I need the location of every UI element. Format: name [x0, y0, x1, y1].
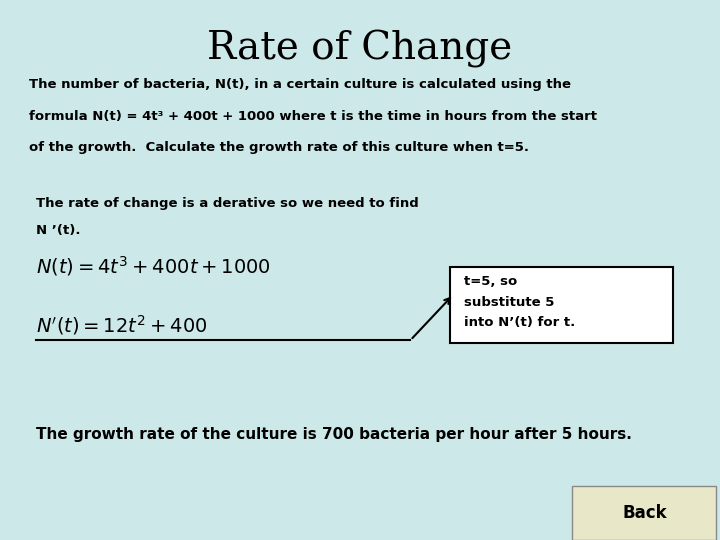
- FancyBboxPatch shape: [450, 267, 673, 343]
- FancyBboxPatch shape: [572, 486, 716, 540]
- Text: The growth rate of the culture is 700 bacteria per hour after 5 hours.: The growth rate of the culture is 700 ba…: [36, 427, 632, 442]
- Text: $N(t) = 4t^3 + 400t + 1000$: $N(t) = 4t^3 + 400t + 1000$: [36, 254, 271, 278]
- Text: The number of bacteria, N(t), in a certain culture is calculated using the: The number of bacteria, N(t), in a certa…: [29, 78, 571, 91]
- Text: t=5, so: t=5, so: [464, 275, 518, 288]
- Text: substitute 5: substitute 5: [464, 296, 555, 309]
- Text: N ’(t).: N ’(t).: [36, 224, 81, 237]
- Text: Rate of Change: Rate of Change: [207, 30, 513, 68]
- Text: Back: Back: [622, 504, 667, 522]
- Text: of the growth.  Calculate the growth rate of this culture when t=5.: of the growth. Calculate the growth rate…: [29, 141, 528, 154]
- Text: formula N(t) = 4t³ + 400t + 1000 where t is the time in hours from the start: formula N(t) = 4t³ + 400t + 1000 where t…: [29, 110, 597, 123]
- Text: $N^{\prime}(t) = 12t^2 + 400$: $N^{\prime}(t) = 12t^2 + 400$: [36, 313, 208, 337]
- Text: The rate of change is a derative so we need to find: The rate of change is a derative so we n…: [36, 197, 419, 210]
- Text: into N’(t) for t.: into N’(t) for t.: [464, 316, 576, 329]
